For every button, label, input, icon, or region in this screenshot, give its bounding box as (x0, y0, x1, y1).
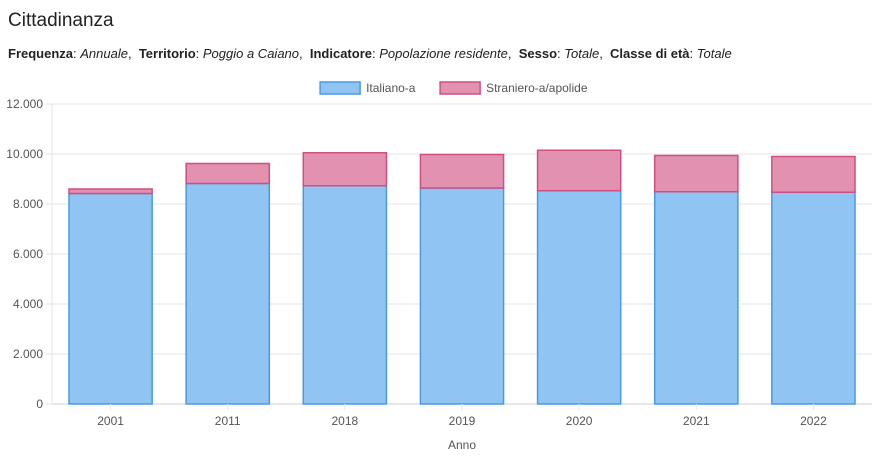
filter-item: Indicatore: Popolazione residente (309, 46, 508, 61)
bar-italiano[interactable] (302, 185, 388, 405)
filter-label: Indicatore (309, 46, 372, 61)
filter-label: Territorio (138, 46, 196, 61)
chart-title: Cittadinanza (8, 10, 114, 31)
legend-label[interactable]: Straniero-a/apolide (486, 81, 588, 95)
bar-italiano[interactable] (536, 190, 622, 405)
filter-value: Poggio a Caiano (202, 46, 300, 61)
x-tick-label: 2001 (97, 414, 124, 428)
bar-italiano[interactable] (419, 187, 505, 405)
bar-italiano[interactable] (185, 182, 271, 405)
x-tick-label: 2021 (683, 414, 710, 428)
filter-value: Popolazione residente (379, 46, 508, 61)
x-tick-label: 2022 (800, 414, 827, 428)
y-tick-label: 10.000 (6, 147, 43, 161)
y-tick-label: 6.000 (13, 247, 43, 261)
filter-label: Sesso (518, 46, 558, 61)
bar-italiano[interactable] (653, 191, 739, 405)
bar-straniero[interactable] (185, 162, 271, 185)
filter-label: Classe di età (610, 46, 690, 61)
bar-straniero[interactable] (771, 155, 856, 193)
filter-item: Territorio: Poggio a Caiano (138, 46, 300, 61)
filter-value: Totale (564, 46, 600, 61)
x-axis-title: Anno (448, 438, 476, 452)
filter-value: Totale (696, 46, 732, 61)
filter-value: Annuale (80, 46, 128, 61)
x-tick-label: 2018 (332, 414, 359, 428)
y-tick-label: 12.000 (6, 97, 43, 111)
filters-line: Frequenza: Annuale, Territorio: Poggio a… (8, 46, 732, 61)
bar-straniero[interactable] (653, 154, 739, 193)
filter-item: Frequenza: Annuale (8, 46, 128, 61)
bar-italiano[interactable] (68, 192, 153, 405)
x-tick-label: 2011 (215, 414, 241, 428)
y-tick-label: 0 (36, 397, 43, 411)
bar-straniero[interactable] (68, 188, 153, 195)
bar-straniero[interactable] (302, 152, 388, 187)
filter-item: Classe di età: Totale (610, 46, 732, 61)
bar-straniero[interactable] (419, 153, 505, 189)
legend-swatch[interactable] (319, 81, 361, 95)
y-tick-label: 2.000 (13, 347, 43, 361)
filter-item: Sesso: Totale (518, 46, 600, 61)
bar-straniero[interactable] (536, 149, 622, 192)
x-tick-label: 2019 (449, 414, 476, 428)
y-tick-label: 4.000 (13, 297, 43, 311)
legend-swatch[interactable] (439, 81, 481, 95)
filter-label: Frequenza (8, 46, 74, 61)
x-tick-label: 2020 (566, 414, 593, 428)
y-tick-label: 8.000 (13, 197, 43, 211)
legend-label[interactable]: Italiano-a (366, 81, 416, 95)
bar-italiano[interactable] (771, 191, 856, 405)
